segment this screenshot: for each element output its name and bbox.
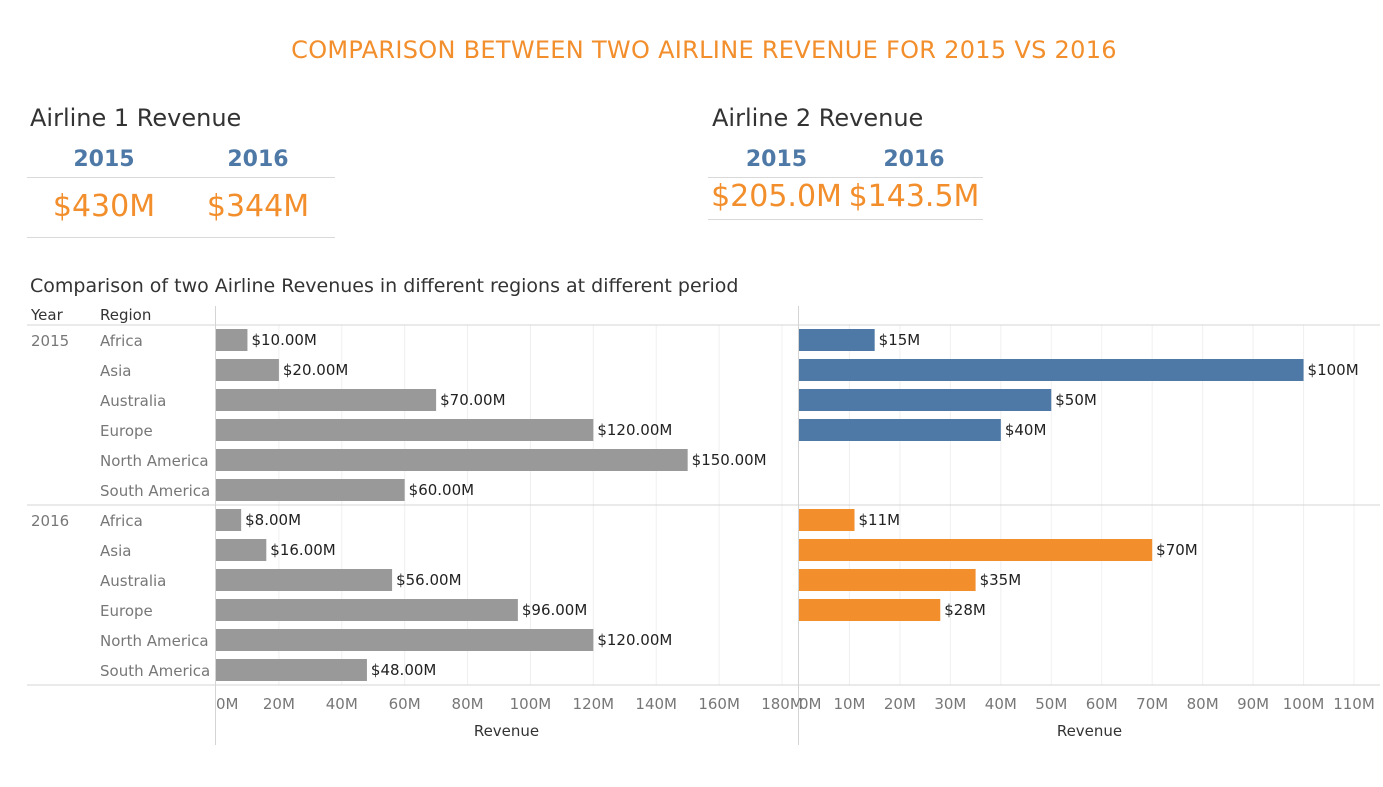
x-tick-label: 180M [761, 695, 803, 713]
bar [216, 329, 248, 351]
region-label: South America [100, 482, 210, 500]
bar-data-label: $70.00M [440, 391, 505, 409]
bar [799, 509, 855, 531]
bar-data-label: $96.00M [522, 601, 587, 619]
airline1-title: Airline 1 Revenue [30, 104, 242, 132]
region-label: North America [100, 452, 209, 470]
bar-data-label: $100M [1308, 361, 1359, 379]
bar [799, 539, 1153, 561]
region-label: North America [100, 632, 209, 650]
bar [799, 329, 875, 351]
bar-data-label: $56.00M [396, 571, 461, 589]
x-tick-label: 60M [389, 695, 421, 713]
bar [216, 599, 518, 621]
x-tick-label: 120M [573, 695, 615, 713]
x-tick-label: 70M [1136, 695, 1168, 713]
region-label: Africa [100, 512, 143, 530]
x-tick-label: 80M [1187, 695, 1219, 713]
bar [216, 539, 267, 561]
bar-data-label: $35M [980, 571, 1022, 589]
bar-data-label: $20.00M [283, 361, 348, 379]
airline2-year-2015: 2015 [745, 147, 808, 172]
x-tick-label: 0M [799, 695, 822, 713]
bar-data-label: $10.00M [251, 331, 316, 349]
x-tick-label: 40M [326, 695, 358, 713]
x-tick-label: 20M [263, 695, 295, 713]
airline2-value-2015: $205.0M [711, 179, 842, 214]
bar-data-label: $120.00M [597, 631, 672, 649]
chart-title: Comparison of two Airline Revenues in di… [30, 275, 739, 297]
bar-data-label: $11M [859, 511, 901, 529]
bar-data-label: $60.00M [409, 481, 474, 499]
bar-data-label: $28M [944, 601, 986, 619]
year-column-header: Year [31, 306, 63, 324]
bar [799, 569, 976, 591]
bar [216, 359, 279, 381]
bar-data-label: $8.00M [245, 511, 301, 529]
bar [216, 569, 393, 591]
airline1-value-2016: $344M [206, 189, 310, 224]
bar-data-label: $150.00M [692, 451, 767, 469]
x-tick-label: 60M [1086, 695, 1118, 713]
region-label: Europe [100, 422, 153, 440]
x-tick-label: 30M [934, 695, 966, 713]
year-label: 2016 [31, 512, 69, 530]
bar [216, 659, 367, 681]
bar [216, 479, 405, 501]
x-tick-label: 20M [884, 695, 916, 713]
airline1-year-2016: 2016 [227, 147, 289, 172]
x-tick-label: 40M [985, 695, 1017, 713]
bar [799, 389, 1052, 411]
x-tick-label: 50M [1035, 695, 1067, 713]
bar-data-label: $15M [879, 331, 921, 349]
x-axis-title: Revenue [474, 722, 539, 740]
airline2-title: Airline 2 Revenue [712, 104, 924, 132]
airline1-header-divider [27, 177, 335, 178]
bar-data-label: $70M [1156, 541, 1198, 559]
x-tick-label: 0M [216, 695, 239, 713]
x-tick-label: 100M [510, 695, 552, 713]
airline1-year-2015: 2015 [73, 147, 135, 172]
airline2-year-2016: 2016 [883, 147, 945, 172]
bar [799, 359, 1304, 381]
region-column-header: Region [100, 306, 152, 324]
x-tick-label: 10M [833, 695, 865, 713]
region-label: South America [100, 662, 210, 680]
airline2-bottom-divider [708, 219, 983, 220]
x-axis-title: Revenue [1057, 722, 1122, 740]
x-tick-label: 100M [1283, 695, 1325, 713]
region-label: Asia [100, 542, 131, 560]
bar [799, 599, 941, 621]
dashboard-title: COMPARISON BETWEEN TWO AIRLINE REVENUE F… [291, 36, 1117, 64]
bar [216, 449, 688, 471]
region-label: Australia [100, 392, 166, 410]
x-tick-label: 80M [452, 695, 484, 713]
bar [216, 509, 242, 531]
bar [216, 389, 437, 411]
bar [799, 419, 1001, 441]
bar-data-label: $40M [1005, 421, 1047, 439]
year-label: 2015 [31, 332, 69, 350]
bar-data-label: $120.00M [597, 421, 672, 439]
bar-data-label: $50M [1055, 391, 1097, 409]
bar [216, 629, 594, 651]
bar-data-label: $16.00M [270, 541, 335, 559]
airline1-bottom-divider [27, 237, 335, 238]
region-label: Africa [100, 332, 143, 350]
x-tick-label: 110M [1333, 695, 1375, 713]
x-tick-label: 90M [1237, 695, 1269, 713]
region-label: Asia [100, 362, 131, 380]
region-label: Australia [100, 572, 166, 590]
bar-data-label: $48.00M [371, 661, 436, 679]
x-tick-label: 160M [698, 695, 740, 713]
region-label: Europe [100, 602, 153, 620]
airline2-value-2016: $143.5M [848, 179, 980, 214]
airline2-header-divider [708, 177, 983, 178]
airline1-value-2015: $430M [52, 189, 156, 224]
bar [216, 419, 594, 441]
x-tick-label: 140M [635, 695, 677, 713]
